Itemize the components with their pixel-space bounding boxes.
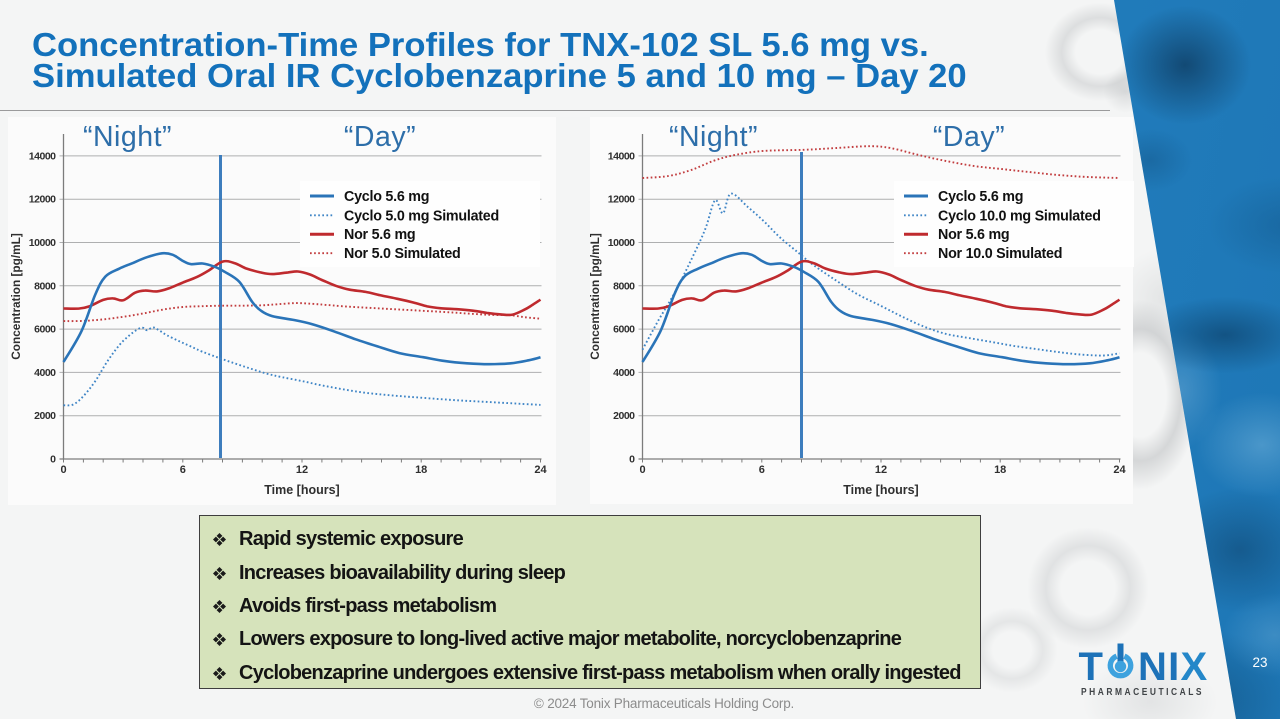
svg-text:Nor 5.0 Simulated: Nor 5.0 Simulated bbox=[344, 246, 461, 262]
svg-text:“Day”: “Day” bbox=[933, 121, 1005, 153]
svg-text:10000: 10000 bbox=[608, 237, 635, 249]
svg-text:0: 0 bbox=[629, 454, 635, 466]
svg-text:12000: 12000 bbox=[608, 194, 635, 206]
svg-text:6000: 6000 bbox=[34, 324, 56, 336]
svg-text:14000: 14000 bbox=[608, 150, 635, 162]
svg-text:18: 18 bbox=[994, 464, 1006, 476]
svg-text:0: 0 bbox=[50, 454, 56, 466]
svg-text:12000: 12000 bbox=[29, 194, 56, 206]
svg-text:0: 0 bbox=[639, 464, 645, 476]
svg-text:14000: 14000 bbox=[29, 150, 56, 162]
svg-text:6: 6 bbox=[180, 464, 186, 476]
svg-text:Nor 10.0 Simulated: Nor 10.0 Simulated bbox=[938, 246, 1062, 262]
svg-text:2000: 2000 bbox=[613, 410, 635, 422]
svg-text:8000: 8000 bbox=[34, 280, 56, 292]
svg-text:6000: 6000 bbox=[613, 324, 635, 336]
svg-text:NI: NI bbox=[1138, 645, 1180, 689]
svg-text:Time [hours]: Time [hours] bbox=[843, 483, 918, 497]
svg-text:Time [hours]: Time [hours] bbox=[264, 483, 339, 497]
svg-text:Nor 5.6 mg: Nor 5.6 mg bbox=[344, 227, 415, 243]
svg-text:4000: 4000 bbox=[613, 367, 635, 379]
svg-text:PHARMACEUTICALS: PHARMACEUTICALS bbox=[1081, 687, 1204, 698]
svg-text:2000: 2000 bbox=[34, 410, 56, 422]
svg-text:X: X bbox=[1181, 645, 1208, 689]
svg-text:12: 12 bbox=[875, 464, 887, 476]
svg-text:Concentration [pg/mL]: Concentration [pg/mL] bbox=[588, 233, 602, 360]
svg-text:“Night”: “Night” bbox=[83, 121, 172, 153]
svg-text:4000: 4000 bbox=[34, 367, 56, 379]
svg-text:“Day”: “Day” bbox=[344, 121, 416, 153]
svg-text:T: T bbox=[1079, 645, 1103, 689]
svg-text:12: 12 bbox=[296, 464, 308, 476]
svg-text:10000: 10000 bbox=[29, 237, 56, 249]
svg-text:“Night”: “Night” bbox=[669, 121, 758, 153]
svg-text:Cyclo 5.6 mg: Cyclo 5.6 mg bbox=[938, 189, 1023, 205]
svg-text:Cyclo 10.0 mg Simulated: Cyclo 10.0 mg Simulated bbox=[938, 208, 1101, 224]
svg-text:8000: 8000 bbox=[613, 280, 635, 292]
svg-text:0: 0 bbox=[60, 464, 66, 476]
svg-text:Cyclo 5.6 mg: Cyclo 5.6 mg bbox=[344, 189, 429, 205]
svg-text:6: 6 bbox=[759, 464, 765, 476]
svg-text:Cyclo 5.0 mg Simulated: Cyclo 5.0 mg Simulated bbox=[344, 208, 499, 224]
svg-text:18: 18 bbox=[415, 464, 427, 476]
svg-text:Concentration [pg/mL]: Concentration [pg/mL] bbox=[9, 233, 23, 360]
svg-text:Nor 5.6 mg: Nor 5.6 mg bbox=[938, 227, 1009, 243]
svg-text:24: 24 bbox=[534, 464, 547, 476]
svg-text:24: 24 bbox=[1113, 464, 1126, 476]
